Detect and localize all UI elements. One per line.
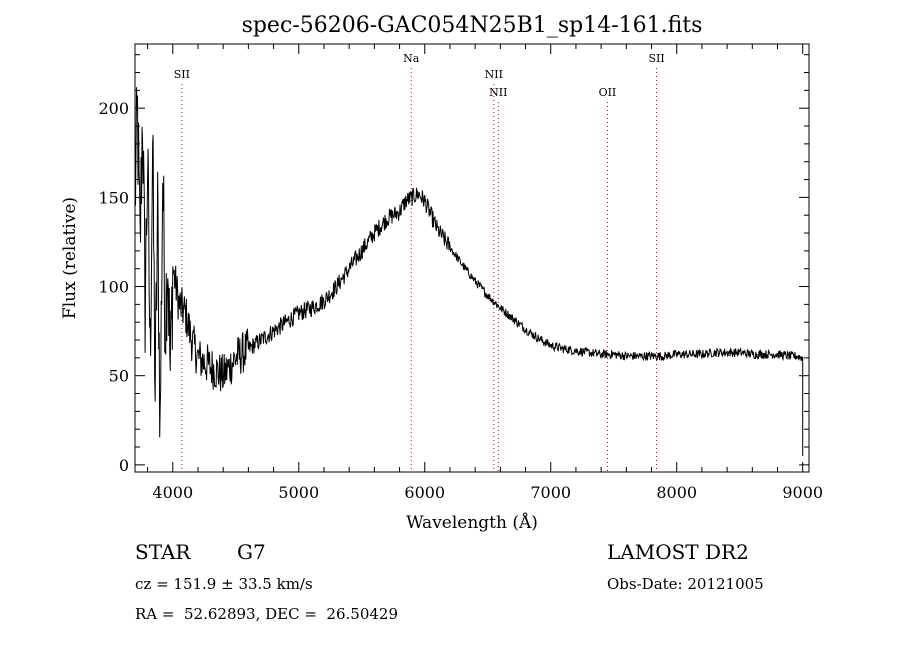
emission-line-label: NII: [489, 86, 507, 99]
survey-name: LAMOST DR2: [607, 540, 749, 564]
emission-line-label: SII: [648, 52, 664, 65]
emission-line-label: SII: [174, 68, 190, 81]
chart-title: spec-56206-GAC054N25B1_sp14-161.fits: [242, 13, 703, 38]
object-class: STAR: [135, 540, 191, 564]
x-tick-label: 5000: [278, 483, 319, 502]
emission-line-label: NII: [485, 68, 503, 81]
x-tick-label: 9000: [782, 483, 823, 502]
object-subclass: G7: [237, 540, 266, 564]
emission-line-label: OII: [599, 86, 617, 99]
x-tick-label: 7000: [530, 483, 571, 502]
redshift-velocity: cz = 151.9 ± 33.5 km/s: [135, 575, 313, 593]
y-tick-label: 50: [109, 367, 129, 386]
emission-line-markers: SII Na NII NII OII SII: [174, 52, 665, 472]
emission-line-label: Na: [403, 52, 420, 65]
y-tick-label: 0: [119, 456, 129, 475]
y-tick-label: 200: [98, 99, 129, 118]
coordinates: RA = 52.62893, DEC = 26.50429: [135, 605, 399, 623]
observation-date: Obs-Date: 20121005: [607, 575, 764, 593]
x-axis-ticks: 4000 5000 6000 7000 8000 9000: [147, 44, 823, 502]
y-axis-ticks: 0 50 100 150 200: [98, 54, 809, 475]
x-tick-label: 6000: [404, 483, 445, 502]
y-axis-label: Flux (relative): [60, 197, 80, 319]
y-tick-label: 150: [98, 188, 129, 207]
x-axis-label: Wavelength (Å): [406, 512, 538, 533]
plot-frame: [134, 43, 810, 473]
x-tick-label: 8000: [656, 483, 697, 502]
y-tick-label: 100: [98, 278, 129, 297]
x-tick-label: 4000: [152, 483, 193, 502]
spectrum-series-line: [134, 87, 804, 456]
